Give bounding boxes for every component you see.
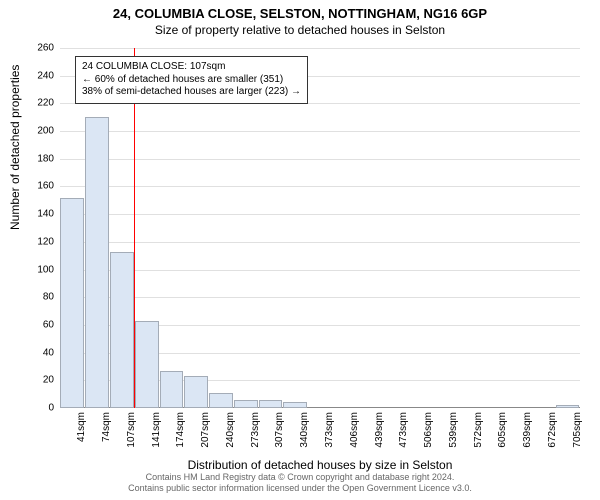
annotation-line-3: 38% of semi-detached houses are larger (…: [82, 86, 301, 99]
histogram-bar: [135, 321, 159, 408]
x-tick-label: 639sqm: [522, 412, 533, 448]
x-tick-label: 406sqm: [349, 412, 360, 448]
chart-plot-area: 02040608010012014016018020022024026041sq…: [60, 48, 580, 408]
gridline: [60, 159, 580, 160]
y-tick-label: 40: [24, 347, 54, 358]
annotation-line-2: ← 60% of detached houses are smaller (35…: [82, 74, 301, 87]
histogram-bar: [259, 400, 283, 408]
histogram-bar: [60, 198, 84, 408]
gridline: [60, 48, 580, 49]
x-axis-label: Distribution of detached houses by size …: [60, 458, 580, 472]
gridline: [60, 214, 580, 215]
y-tick-label: 0: [24, 403, 54, 414]
footer-line-2: Contains public sector information licen…: [0, 483, 600, 494]
y-tick-label: 160: [24, 181, 54, 192]
x-tick-label: 705sqm: [572, 412, 583, 448]
x-tick-label: 273sqm: [250, 412, 261, 448]
gridline: [60, 270, 580, 271]
title-sub: Size of property relative to detached ho…: [0, 21, 600, 37]
annotation-box: 24 COLUMBIA CLOSE: 107sqm ← 60% of detac…: [75, 56, 308, 104]
histogram-bar: [234, 400, 258, 408]
x-tick-label: 240sqm: [225, 412, 236, 448]
gridline: [60, 103, 580, 104]
gridline: [60, 131, 580, 132]
x-tick-label: 207sqm: [200, 412, 211, 448]
x-tick-label: 307sqm: [274, 412, 285, 448]
x-tick-label: 605sqm: [497, 412, 508, 448]
x-tick-label: 340sqm: [299, 412, 310, 448]
y-tick-label: 20: [24, 375, 54, 386]
x-tick-label: 373sqm: [324, 412, 335, 448]
x-tick-label: 473sqm: [398, 412, 409, 448]
x-tick-label: 107sqm: [126, 412, 137, 448]
annotation-line-1: 24 COLUMBIA CLOSE: 107sqm: [82, 61, 301, 74]
histogram-bar: [110, 252, 134, 408]
x-tick-label: 439sqm: [374, 412, 385, 448]
x-tick-label: 141sqm: [151, 412, 162, 448]
x-tick-label: 539sqm: [448, 412, 459, 448]
y-tick-label: 140: [24, 209, 54, 220]
x-tick-label: 672sqm: [547, 412, 558, 448]
chart-container: 24, COLUMBIA CLOSE, SELSTON, NOTTINGHAM,…: [0, 0, 600, 500]
y-tick-label: 260: [24, 43, 54, 54]
histogram-bar: [184, 376, 208, 408]
y-tick-label: 80: [24, 292, 54, 303]
x-tick-label: 174sqm: [175, 412, 186, 448]
histogram-bar: [556, 405, 580, 408]
x-tick-label: 506sqm: [423, 412, 434, 448]
x-tick-label: 572sqm: [473, 412, 484, 448]
y-axis-label: Number of detached properties: [8, 65, 22, 230]
footer-attribution: Contains HM Land Registry data © Crown c…: [0, 472, 600, 494]
footer-line-1: Contains HM Land Registry data © Crown c…: [0, 472, 600, 483]
histogram-bar: [85, 117, 109, 408]
histogram-bar: [283, 402, 307, 408]
gridline: [60, 186, 580, 187]
x-tick-label: 41sqm: [76, 412, 87, 442]
title-main: 24, COLUMBIA CLOSE, SELSTON, NOTTINGHAM,…: [0, 0, 600, 21]
histogram-bar: [209, 393, 233, 408]
y-tick-label: 240: [24, 70, 54, 81]
y-tick-label: 100: [24, 264, 54, 275]
y-tick-label: 220: [24, 98, 54, 109]
gridline: [60, 242, 580, 243]
gridline: [60, 297, 580, 298]
histogram-bar: [160, 371, 184, 408]
y-tick-label: 120: [24, 236, 54, 247]
x-tick-label: 74sqm: [101, 412, 112, 442]
y-tick-label: 60: [24, 319, 54, 330]
y-tick-label: 180: [24, 153, 54, 164]
y-tick-label: 200: [24, 126, 54, 137]
